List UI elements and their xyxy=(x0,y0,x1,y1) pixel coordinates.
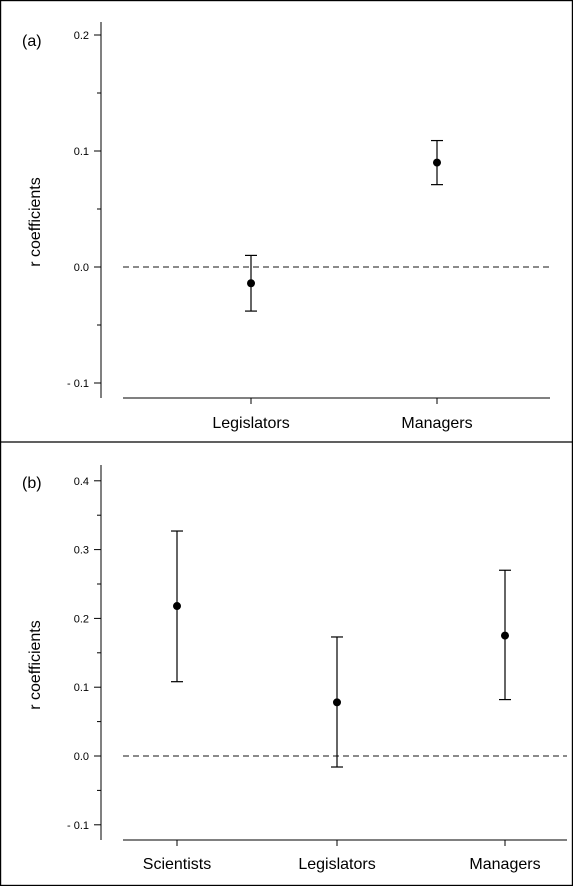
x-category-label: Managers xyxy=(401,415,472,432)
data-point xyxy=(501,631,509,640)
y-ticks: - 0.1 0.0 0.1 0.2 xyxy=(67,30,101,390)
y-tick-label: 0.1 xyxy=(74,682,89,694)
y-tick-label: - 0.1 xyxy=(67,378,89,390)
y-tick-label: - 0.1 xyxy=(67,820,89,832)
y-axis-label: r coefficients xyxy=(27,620,44,710)
y-tick-label: 0.1 xyxy=(74,146,89,158)
x-category-label: Legislators xyxy=(212,415,289,432)
y-tick-label: 0.3 xyxy=(74,545,89,557)
x-category-label: Managers xyxy=(469,856,540,873)
y-tick-label: 0.0 xyxy=(74,751,89,763)
y-ticks: - 0.1 0.0 0.1 0.2 0.3 0.4 xyxy=(67,476,101,832)
data-marks xyxy=(171,530,511,768)
x-category-label: Legislators xyxy=(298,856,375,873)
data-point xyxy=(433,158,441,167)
panel-a: (a) r coefficients - 0.1 0.0 0.1 0.2 Legisl… xyxy=(22,22,550,432)
data-point xyxy=(247,279,255,288)
x-categories: Legislators Managers xyxy=(212,398,473,432)
y-tick-label: 0.4 xyxy=(74,476,89,488)
y-tick-label: 0.2 xyxy=(74,30,89,42)
y-tick-label: 0.2 xyxy=(74,613,89,625)
y-axis-label: r coefficients xyxy=(27,177,44,267)
panel-label: (a) xyxy=(22,33,42,50)
x-categories: Scientists Legislators Managers xyxy=(143,840,541,873)
panel-label: (b) xyxy=(22,475,42,492)
y-tick-label: 0.0 xyxy=(74,262,89,274)
data-marks xyxy=(245,139,443,312)
x-category-label: Scientists xyxy=(143,856,211,873)
panel-b: (b) r coefficients - 0.10.00.10.20.30.4 … xyxy=(22,465,567,873)
data-point xyxy=(333,698,341,707)
data-point xyxy=(173,602,181,611)
